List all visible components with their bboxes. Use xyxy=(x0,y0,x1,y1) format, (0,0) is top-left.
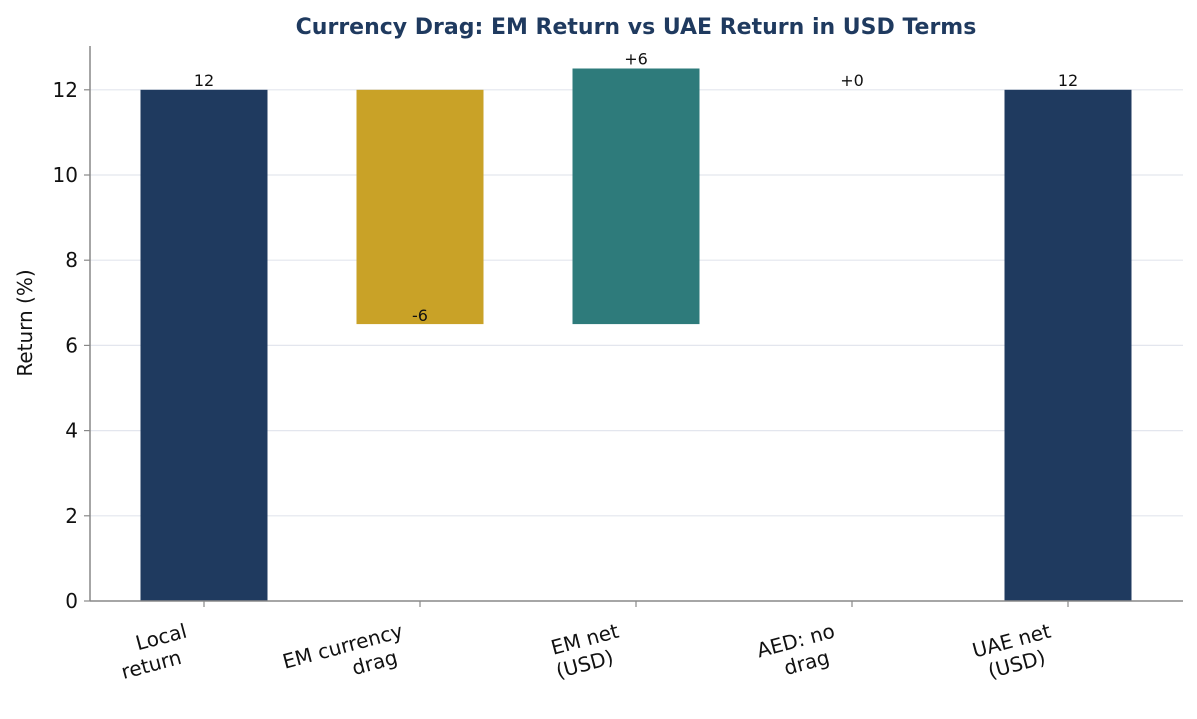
chart-title: Currency Drag: EM Return vs UAE Return i… xyxy=(296,15,977,40)
x-tick-label: EM currencydrag xyxy=(280,619,412,697)
y-tick-label: 0 xyxy=(65,589,78,613)
bars xyxy=(140,68,1132,601)
y-tick-label: 10 xyxy=(53,163,78,187)
x-tick-label: UAE net(USD) xyxy=(970,619,1060,686)
data-label: +0 xyxy=(840,71,864,90)
bar-1 xyxy=(356,89,484,325)
x-tick-label: AED: nodrag xyxy=(754,619,843,686)
data-label: 12 xyxy=(1058,71,1078,90)
y-tick-label: 4 xyxy=(65,419,78,443)
y-tick-label: 12 xyxy=(53,78,78,102)
data-labels: 12 -6 +6 +0 12 xyxy=(194,50,1078,326)
data-label: -6 xyxy=(412,306,428,325)
data-label: 12 xyxy=(194,71,214,90)
y-axis-label: Return (%) xyxy=(13,269,37,376)
x-tick-label: EM net(USD) xyxy=(547,619,628,684)
bar-0 xyxy=(140,89,268,601)
y-tick-label: 8 xyxy=(65,248,78,272)
data-label: +6 xyxy=(624,50,648,69)
bar-2 xyxy=(572,68,700,325)
bar-4 xyxy=(1004,89,1132,601)
x-tick-label: Localreturn xyxy=(112,619,195,684)
y-tick-label: 2 xyxy=(65,504,78,528)
y-tick-label: 6 xyxy=(65,333,78,357)
